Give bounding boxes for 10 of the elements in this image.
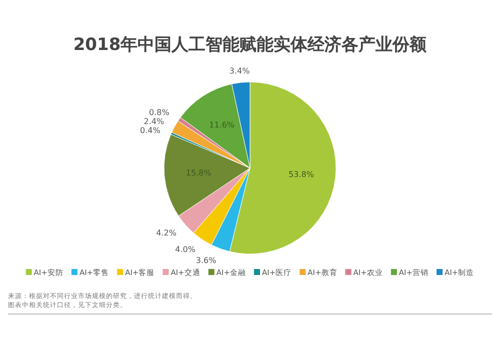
chart-title: 2018年中国人工智能赋能实体经济各产业份额: [73, 35, 428, 55]
data-label: 0.4%: [140, 126, 161, 136]
data-label: 3.4%: [229, 66, 250, 76]
data-label: 2.4%: [144, 117, 165, 126]
data-label: 0.8%: [148, 108, 170, 118]
data-label: 11.6%: [209, 120, 235, 130]
data-label: 53.8%: [288, 170, 314, 179]
data-label: 3.6%: [196, 256, 217, 265]
data-label: 4.2%: [156, 228, 177, 238]
data-label: 4.0%: [175, 245, 196, 254]
